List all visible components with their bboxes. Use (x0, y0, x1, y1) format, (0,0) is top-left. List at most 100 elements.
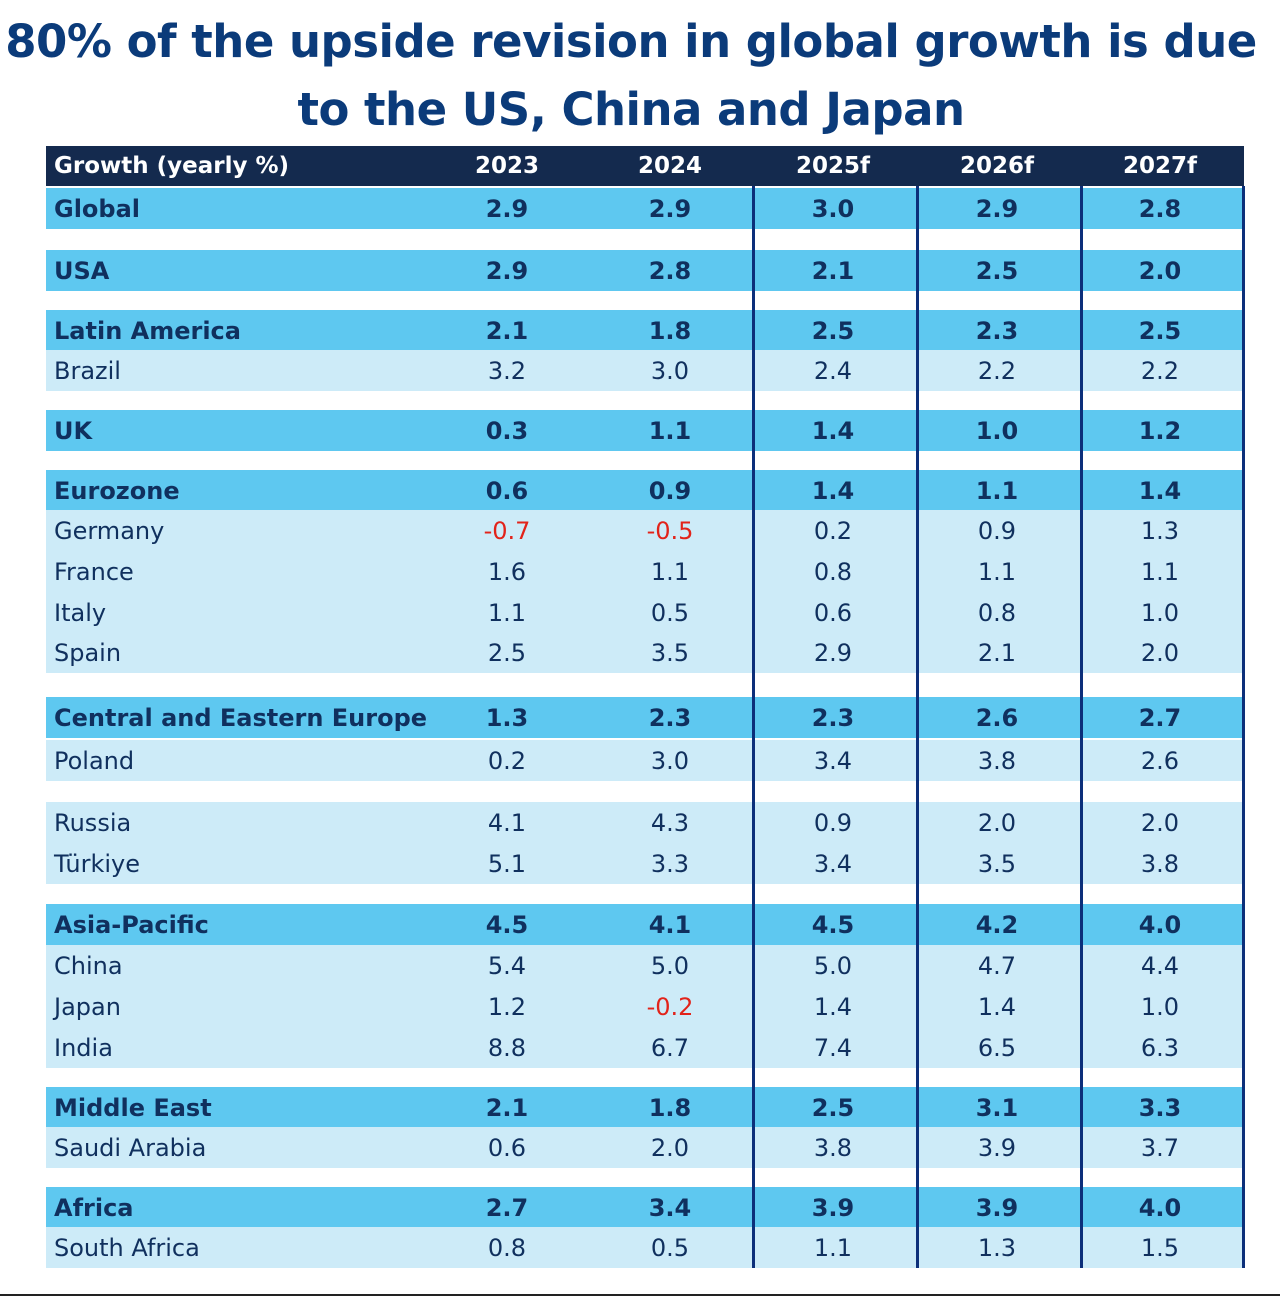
row-value: 0.5 (650, 598, 690, 627)
row-value: 2.7 (485, 1193, 529, 1222)
table-row: France 1.6 1.1 0.8 1.1 1.1 (46, 551, 1244, 592)
row-value: 3.9 (811, 1193, 855, 1222)
row-value: 0.5 (650, 1233, 690, 1262)
table-row: Saudi Arabia 0.6 2.0 3.8 3.9 3.7 (46, 1127, 1244, 1168)
row-value: 3.8 (813, 1133, 853, 1162)
row-value: 3.1 (975, 1093, 1019, 1122)
table-row: Middle East 2.1 1.8 2.5 3.1 3.3 (46, 1087, 1244, 1128)
row-value: 1.8 (648, 316, 692, 345)
row-value: 1.2 (1138, 416, 1182, 445)
table-row: Asia-Pacific 4.5 4.1 4.5 4.2 4.0 (46, 904, 1244, 945)
row-value: 3.5 (977, 849, 1017, 878)
row-value: 4.5 (811, 910, 855, 939)
row-value: 3.8 (1140, 849, 1180, 878)
row-value: 0.9 (977, 516, 1017, 545)
table-row: India 8.8 6.7 7.4 6.5 6.3 (46, 1027, 1244, 1068)
row-value: 3.8 (977, 746, 1017, 775)
bottom-divider (0, 1294, 1280, 1296)
row-value: 3.3 (650, 849, 690, 878)
row-value: 2.5 (487, 638, 527, 667)
row-value: 1.4 (811, 476, 855, 505)
table-row: Italy 1.1 0.5 0.6 0.8 1.0 (46, 592, 1244, 633)
row-value: 6.3 (1140, 1033, 1180, 1062)
row-value: 5.0 (650, 951, 690, 980)
row-value: 1.2 (487, 992, 527, 1021)
table-row: Germany -0.7 -0.5 0.2 0.9 1.3 (46, 510, 1244, 551)
row-label: Türkiye (54, 849, 140, 878)
row-label: Brazil (54, 356, 121, 385)
row-value: 2.0 (1138, 256, 1182, 285)
row-value: 2.0 (650, 1133, 690, 1162)
row-value: 0.8 (813, 557, 853, 586)
row-value: 2.5 (975, 256, 1019, 285)
row-label: Eurozone (54, 476, 180, 505)
row-value: 1.1 (975, 476, 1019, 505)
header-year: 2026f (959, 153, 1035, 179)
header-year: 2025f (795, 153, 871, 179)
row-value: 3.9 (975, 1193, 1019, 1222)
row-value: 1.4 (813, 992, 853, 1021)
row-value: 4.3 (650, 808, 690, 837)
row-value: 0.3 (485, 416, 529, 445)
row-value: 0.6 (485, 476, 529, 505)
row-value: 2.3 (975, 316, 1019, 345)
header-year: 2027f (1122, 153, 1198, 179)
row-value: 3.3 (1138, 1093, 1182, 1122)
column-divider (1242, 186, 1245, 1268)
row-value: 0.8 (487, 1233, 527, 1262)
row-label: France (54, 557, 134, 586)
row-value: 1.0 (1140, 992, 1180, 1021)
row-value: 2.1 (485, 1093, 529, 1122)
row-value: 1.4 (1138, 476, 1182, 505)
row-value: 3.4 (813, 746, 853, 775)
row-label: Russia (54, 808, 132, 837)
row-label: UK (54, 416, 93, 445)
row-value: 2.8 (1138, 194, 1182, 223)
table-row: Central and Eastern Europe 1.3 2.3 2.3 2.6 2.… (46, 697, 1244, 738)
row-value: 2.7 (1138, 703, 1182, 732)
row-value: 1.1 (650, 557, 690, 586)
row-label: Saudi Arabia (54, 1133, 207, 1162)
row-label: China (54, 951, 123, 980)
row-value: 2.5 (811, 316, 855, 345)
table-row: China 5.4 5.0 5.0 4.7 4.4 (46, 945, 1244, 986)
table-row: Russia 4.1 4.3 0.9 2.0 2.0 (46, 802, 1244, 843)
row-value: 2.1 (811, 256, 855, 285)
row-value: -0.7 (483, 516, 531, 545)
table-row: Global 2.9 2.9 3.0 2.9 2.8 (46, 188, 1244, 229)
row-value: 1.0 (1140, 598, 1180, 627)
row-value: 2.0 (1140, 808, 1180, 837)
row-value: 2.9 (813, 638, 853, 667)
row-value: 0.9 (813, 808, 853, 837)
row-value: 4.0 (1138, 1193, 1182, 1222)
table-row: Poland 0.2 3.0 3.4 3.8 2.6 (46, 740, 1244, 781)
row-value: 2.1 (977, 638, 1017, 667)
header-year: 2024 (637, 153, 702, 179)
row-value: 2.1 (485, 316, 529, 345)
column-divider (1080, 186, 1083, 1268)
row-label: South Africa (54, 1233, 200, 1262)
row-value: 5.4 (487, 951, 527, 980)
table-row: Japan 1.2 -0.2 1.4 1.4 1.0 (46, 986, 1244, 1027)
row-value: 2.2 (1140, 356, 1180, 385)
row-label: Japan (54, 992, 121, 1021)
row-value: -0.5 (646, 516, 694, 545)
row-label: Global (54, 194, 141, 223)
page-title: 80% of the upside revision in global gro… (5, 15, 1257, 136)
table-row: Eurozone 0.6 0.9 1.4 1.1 1.4 (46, 470, 1244, 511)
row-value: 2.9 (648, 194, 692, 223)
row-value: 5.1 (487, 849, 527, 878)
table-row: Türkiye 5.1 3.3 3.4 3.5 3.8 (46, 843, 1244, 884)
row-value: 3.5 (650, 638, 690, 667)
header-year: 2023 (474, 153, 539, 179)
row-value: 1.4 (811, 416, 855, 445)
row-value: 2.9 (485, 256, 529, 285)
row-value: 4.5 (485, 910, 529, 939)
row-value: 2.4 (813, 356, 853, 385)
row-value: 1.1 (813, 1233, 853, 1262)
row-value: 2.6 (1140, 746, 1180, 775)
row-value: 2.0 (977, 808, 1017, 837)
table-row: USA 2.9 2.8 2.1 2.5 2.0 (46, 250, 1244, 291)
row-value: 1.0 (975, 416, 1019, 445)
row-value: 0.6 (813, 598, 853, 627)
